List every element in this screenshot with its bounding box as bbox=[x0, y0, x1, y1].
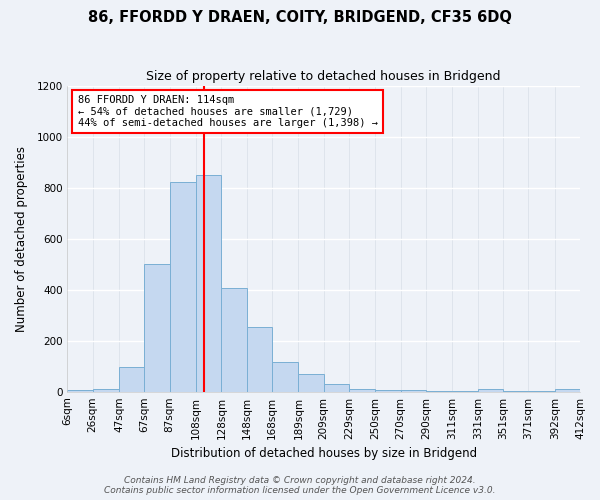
Bar bbox=[478, 389, 503, 392]
Bar bbox=[503, 391, 528, 392]
Bar bbox=[247, 326, 272, 392]
Bar bbox=[221, 288, 247, 392]
Bar bbox=[298, 374, 324, 392]
Bar bbox=[170, 182, 196, 392]
X-axis label: Distribution of detached houses by size in Bridgend: Distribution of detached houses by size … bbox=[170, 447, 477, 460]
Bar bbox=[349, 389, 376, 392]
Bar bbox=[119, 368, 145, 392]
Bar bbox=[145, 264, 170, 392]
Bar bbox=[452, 391, 478, 392]
Bar bbox=[272, 362, 298, 392]
Bar bbox=[426, 391, 452, 392]
Text: Contains HM Land Registry data © Crown copyright and database right 2024.
Contai: Contains HM Land Registry data © Crown c… bbox=[104, 476, 496, 495]
Title: Size of property relative to detached houses in Bridgend: Size of property relative to detached ho… bbox=[146, 70, 501, 83]
Text: 86 FFORDD Y DRAEN: 114sqm
← 54% of detached houses are smaller (1,729)
44% of se: 86 FFORDD Y DRAEN: 114sqm ← 54% of detac… bbox=[77, 94, 377, 128]
Bar bbox=[67, 390, 92, 392]
Bar bbox=[555, 389, 580, 392]
Bar bbox=[92, 389, 119, 392]
Bar bbox=[401, 390, 426, 392]
Bar bbox=[324, 384, 349, 392]
Y-axis label: Number of detached properties: Number of detached properties bbox=[15, 146, 28, 332]
Bar bbox=[528, 391, 555, 392]
Bar bbox=[376, 390, 401, 392]
Bar bbox=[196, 175, 221, 392]
Text: 86, FFORDD Y DRAEN, COITY, BRIDGEND, CF35 6DQ: 86, FFORDD Y DRAEN, COITY, BRIDGEND, CF3… bbox=[88, 10, 512, 25]
